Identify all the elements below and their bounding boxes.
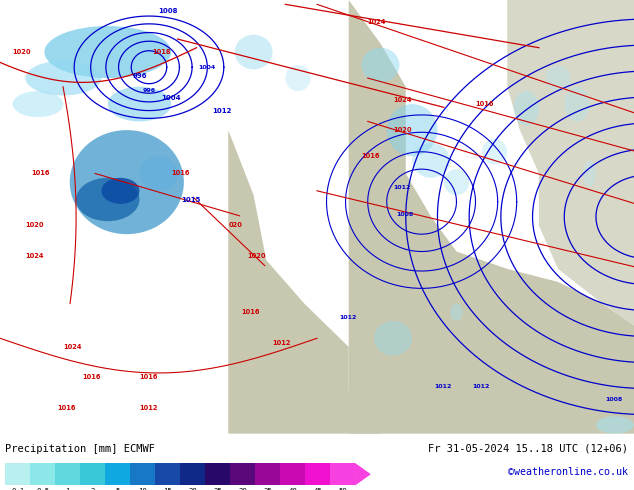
Bar <box>205 463 230 486</box>
Text: 1016: 1016 <box>57 405 75 411</box>
Ellipse shape <box>13 91 63 117</box>
Text: 1012: 1012 <box>273 340 291 345</box>
Text: 1: 1 <box>65 488 70 490</box>
Text: 1016: 1016 <box>82 374 101 380</box>
Ellipse shape <box>444 169 469 195</box>
Bar <box>30 463 55 486</box>
Text: 0.5: 0.5 <box>36 488 49 490</box>
Text: Precipitation [mm] ECMWF: Precipitation [mm] ECMWF <box>5 444 155 454</box>
Text: 1020: 1020 <box>247 253 266 259</box>
Bar <box>80 463 105 486</box>
Text: 50: 50 <box>338 488 347 490</box>
Bar <box>255 463 280 486</box>
Bar <box>155 463 180 486</box>
Text: 1015: 1015 <box>181 196 200 203</box>
Bar <box>305 463 330 486</box>
Text: 30: 30 <box>238 488 247 490</box>
Bar <box>130 463 155 486</box>
Bar <box>105 463 130 486</box>
Text: 1008: 1008 <box>396 212 413 217</box>
Ellipse shape <box>482 139 507 165</box>
Ellipse shape <box>76 178 139 221</box>
Text: 1012: 1012 <box>212 108 232 114</box>
Bar <box>330 463 355 486</box>
Ellipse shape <box>101 178 139 204</box>
Ellipse shape <box>44 26 171 78</box>
Bar <box>55 463 80 486</box>
Ellipse shape <box>285 65 311 91</box>
Ellipse shape <box>583 160 596 187</box>
Ellipse shape <box>139 156 178 191</box>
Ellipse shape <box>374 321 412 356</box>
Text: 020: 020 <box>228 222 242 228</box>
Text: ©weatheronline.co.uk: ©weatheronline.co.uk <box>508 467 628 477</box>
Text: 45: 45 <box>313 488 322 490</box>
Bar <box>280 463 305 486</box>
Polygon shape <box>507 0 634 325</box>
Text: 1018: 1018 <box>152 49 171 55</box>
Text: 1016: 1016 <box>171 171 190 176</box>
Text: 1024: 1024 <box>368 19 386 25</box>
Text: 1004: 1004 <box>198 65 216 70</box>
Ellipse shape <box>545 65 571 91</box>
Text: 1024: 1024 <box>63 344 82 350</box>
Text: 996: 996 <box>143 88 155 93</box>
Ellipse shape <box>450 303 463 321</box>
Text: 1024: 1024 <box>25 253 44 259</box>
Bar <box>230 463 255 486</box>
Text: 1008: 1008 <box>158 8 178 14</box>
Text: 5: 5 <box>115 488 120 490</box>
Ellipse shape <box>25 61 101 96</box>
Polygon shape <box>349 0 634 434</box>
Ellipse shape <box>596 416 634 434</box>
Bar <box>180 463 205 486</box>
Text: 1012: 1012 <box>434 384 451 389</box>
Polygon shape <box>228 0 380 434</box>
Text: 1016: 1016 <box>361 153 380 159</box>
Polygon shape <box>355 463 371 486</box>
Text: 1016: 1016 <box>476 101 494 107</box>
Ellipse shape <box>108 87 171 122</box>
Text: 15: 15 <box>163 488 172 490</box>
Text: 10: 10 <box>138 488 147 490</box>
Ellipse shape <box>70 130 184 234</box>
Ellipse shape <box>387 104 437 156</box>
Text: 2: 2 <box>91 488 94 490</box>
Text: 1016: 1016 <box>241 309 259 315</box>
Text: 1008: 1008 <box>605 397 623 402</box>
Text: 40: 40 <box>288 488 297 490</box>
Text: 35: 35 <box>263 488 272 490</box>
Text: 1020: 1020 <box>13 49 31 55</box>
Text: 25: 25 <box>213 488 222 490</box>
Ellipse shape <box>361 48 399 82</box>
Text: 1020: 1020 <box>393 127 411 133</box>
Bar <box>5 463 30 486</box>
Text: 20: 20 <box>188 488 197 490</box>
Ellipse shape <box>514 91 539 126</box>
Text: 1020: 1020 <box>25 222 44 228</box>
Ellipse shape <box>564 87 590 122</box>
Text: Fr 31-05-2024 15..18 UTC (12+06): Fr 31-05-2024 15..18 UTC (12+06) <box>428 444 628 454</box>
Text: 1012: 1012 <box>472 384 489 389</box>
Text: 1012: 1012 <box>139 405 158 411</box>
Ellipse shape <box>412 143 450 178</box>
Text: 1012: 1012 <box>393 185 410 190</box>
Text: 1024: 1024 <box>393 97 411 103</box>
Text: 1004: 1004 <box>162 95 181 101</box>
Text: 0.1: 0.1 <box>11 488 24 490</box>
Text: 1012: 1012 <box>339 315 356 320</box>
Text: 996: 996 <box>133 73 146 79</box>
Ellipse shape <box>235 35 273 70</box>
Text: 1016: 1016 <box>32 171 50 176</box>
Text: 1016: 1016 <box>139 374 158 380</box>
